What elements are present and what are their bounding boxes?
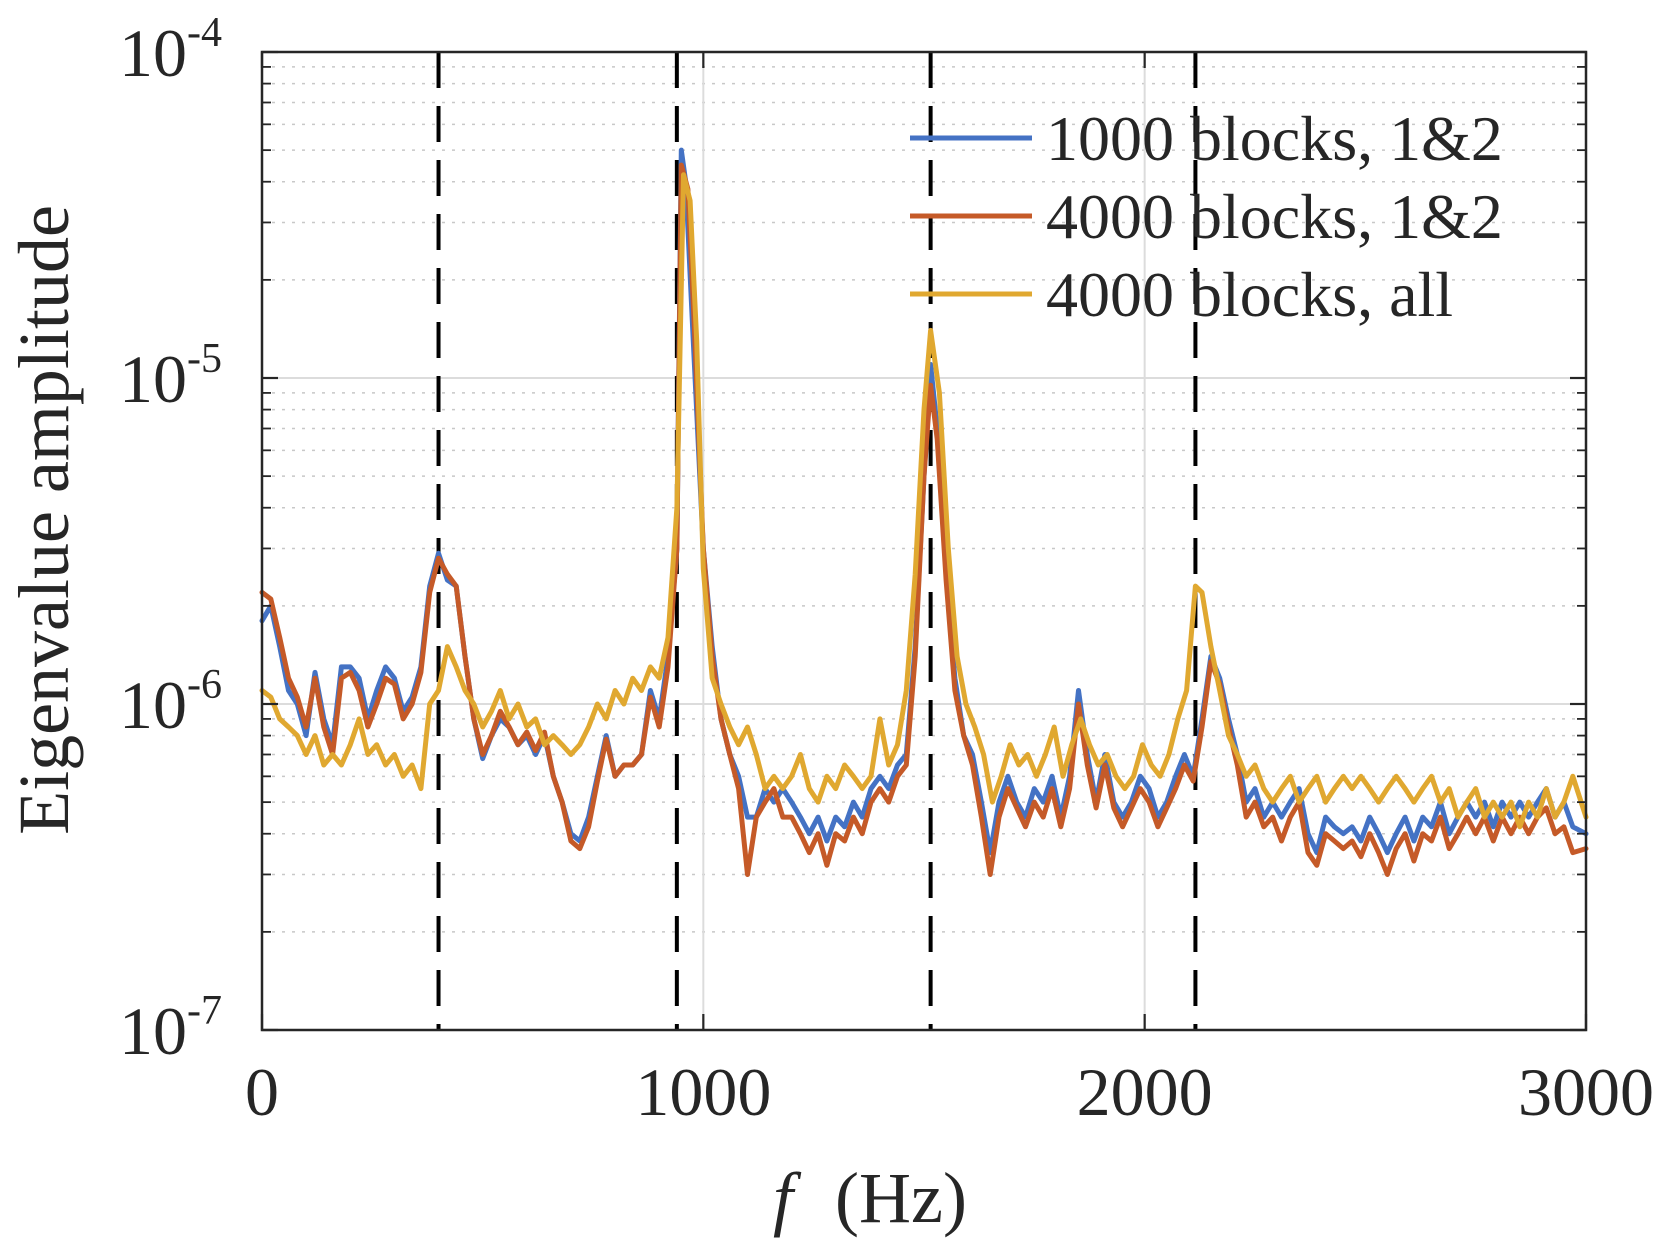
y-tick-exponent: -6 (187, 662, 222, 708)
x-tick-label: 3000 (1518, 1054, 1654, 1130)
x-tick-label: 0 (245, 1054, 279, 1130)
x-tick-labels: 0 1000 2000 3000 (245, 1054, 1654, 1130)
x-tick-label: 2000 (1077, 1054, 1213, 1130)
series-line-2 (259, 162, 1589, 877)
y-tick-base: 10 (119, 15, 187, 91)
legend-item: 4000 blocks, 1&2 (910, 181, 1503, 252)
x-axis-label: f (Hz) (773, 1158, 967, 1238)
y-tick-exponent: -7 (187, 988, 222, 1034)
legend-label: 4000 blocks, 1&2 (1046, 181, 1503, 252)
legend-item: 1000 blocks, 1&2 (910, 103, 1503, 174)
legend-label: 1000 blocks, 1&2 (1046, 103, 1503, 174)
y-tick-label: 10-4 (119, 10, 222, 91)
y-tick-labels: 10-710-610-510-4 (119, 10, 222, 1069)
x-axis-variable: f (773, 1158, 802, 1238)
y-tick-label: 10-7 (119, 988, 222, 1069)
tick-marks (260, 50, 1588, 1032)
legend-item: 4000 blocks, all (910, 259, 1453, 330)
y-tick-exponent: -4 (187, 10, 222, 56)
y-tick-base: 10 (119, 667, 187, 743)
y-tick-label: 10-6 (119, 662, 222, 743)
x-tick-label: 1000 (635, 1054, 771, 1130)
plot-frame (260, 50, 1588, 1032)
series-line-3 (259, 172, 1589, 830)
y-axis-label: Eigenvalue amplitude (4, 205, 84, 835)
legend-label: 4000 blocks, all (1046, 259, 1453, 330)
y-tick-base: 10 (119, 993, 187, 1069)
y-tick-exponent: -5 (187, 336, 222, 382)
x-axis-unit: (Hz) (835, 1158, 967, 1238)
y-tick-label: 10-5 (119, 336, 222, 417)
y-tick-base: 10 (119, 341, 187, 417)
series-layer (259, 147, 1589, 877)
